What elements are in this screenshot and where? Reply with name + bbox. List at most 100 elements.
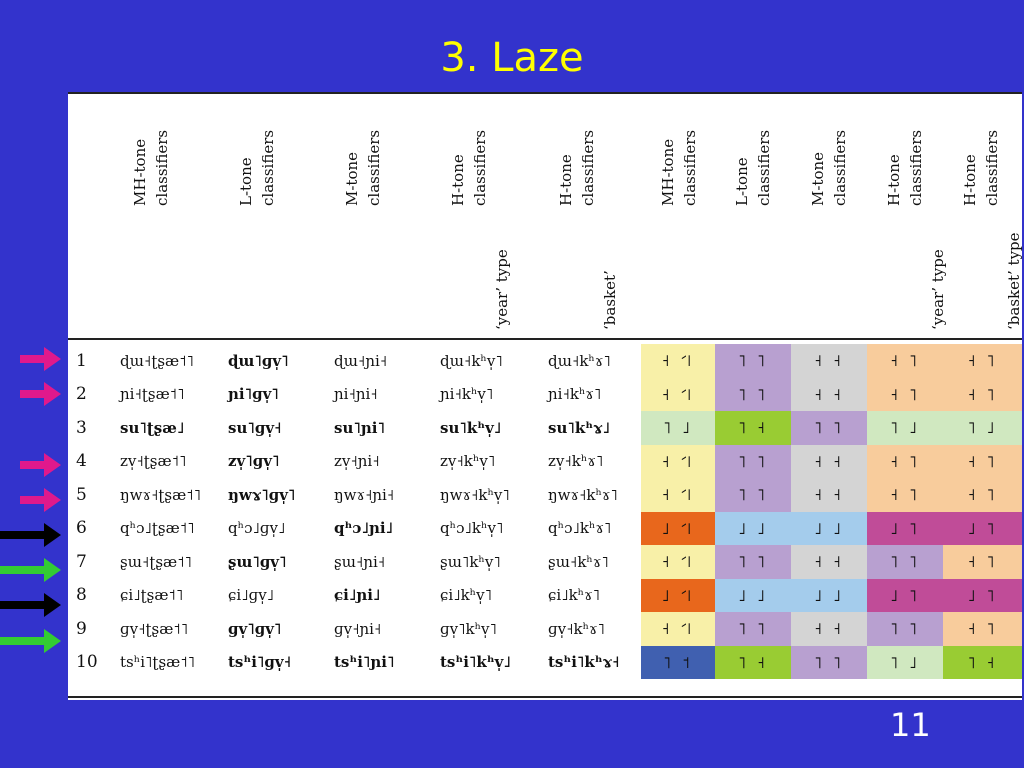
tone-pattern-cell: ˥ ˥ — [715, 545, 791, 579]
classifier-form: ɲi˧kʰɤ˥ — [548, 385, 602, 404]
tone-pattern-cell: ˧ ˧ — [791, 377, 867, 411]
row-arrow-icon — [0, 628, 61, 653]
tone-pattern-cell: ˧ ˥ — [943, 545, 1022, 579]
column-header-text: classifiers — [907, 129, 925, 206]
classifier-form: su˥kʰɤ˩ — [548, 418, 610, 437]
tone-pattern-cell: ˧ ˦˥ — [641, 377, 715, 411]
classifier-form: ʂɯ˥kʰv̩˥ — [440, 552, 501, 571]
classifier-form: ɖɯ˧ʈʂæ˦˥ — [120, 351, 194, 370]
bottom-rule — [68, 696, 1022, 698]
classifier-form: ɡv̩˧ʈʂæ˦˥ — [120, 619, 189, 638]
table-row: 5 ŋwɤ˧ʈʂæ˦˥ ŋwɤ˥ɡv̩˥ ŋwɤ˧ɲi˧ ŋwɤ˧kʰv̩˥ ŋwɤ˧kʰ… — [68, 478, 1022, 512]
row-number: 9 — [76, 618, 87, 639]
column-header-text: ‘year’ type — [929, 249, 947, 330]
tone-pattern-cell: ˧ ˥ — [867, 344, 943, 378]
column-header-text: classifiers — [579, 129, 597, 206]
row-number: 8 — [76, 585, 87, 606]
classifier-form: ŋwɤ˧kʰɤ˥ — [548, 485, 618, 504]
row-number: 3 — [76, 417, 87, 438]
tone-pattern-cell: ˧ ˧ — [791, 478, 867, 512]
classifier-form: ʂɯ˥ɡv̩˥ — [228, 552, 287, 571]
tone-pattern-cell: ˥ ˥ — [867, 545, 943, 579]
row-number: 7 — [76, 551, 87, 572]
tone-pattern-cell: ˥ ˩ — [943, 411, 1022, 445]
tone-pattern-cell: ˧ ˧ — [791, 344, 867, 378]
classifier-form: ʂɯ˧ɲi˧ — [334, 552, 386, 571]
row-arrow-icon — [20, 452, 61, 477]
column-header-8: M-tone classifiers — [808, 94, 878, 332]
tone-pattern-cell: ˧ ˥ — [943, 377, 1022, 411]
table-row: 7 ʂɯ˧ʈʂæ˦˥ ʂɯ˥ɡv̩˥ ʂɯ˧ɲi˧ ʂɯ˥kʰv̩˥ ʂɯ˧kʰɤ˥ ˧ ˦… — [68, 545, 1022, 579]
tone-pattern-cell: ˧ ˧ — [791, 612, 867, 646]
classifier-form: ɲi˧kʰv̩˥ — [440, 385, 494, 404]
table-row: 10 tsʰi˥ʈʂæ˦˥ tsʰi˥ɡv̩˧ tsʰi˥ɲi˥ tsʰi˥kʰv̩˩ t… — [68, 645, 1022, 679]
tone-pattern-cell: ˧ ˦˥ — [641, 444, 715, 478]
classifier-form: su˥ɲi˥ — [334, 418, 385, 437]
classifier-form: qʰɔ˩ɡv̩˩ — [228, 519, 286, 538]
column-header-text: H-tone — [449, 154, 467, 206]
column-header-1: MH-tone classifiers — [130, 94, 200, 332]
row-arrow-icon — [0, 593, 61, 618]
row-number: 6 — [76, 518, 87, 539]
column-header-text: MH-tone — [659, 138, 677, 206]
tone-pattern-cell: ˧ ˥ — [943, 478, 1022, 512]
classifier-form: ɡv̩˧ɲi˧ — [334, 619, 382, 638]
row-arrow-icon — [0, 558, 61, 583]
tone-pattern-cell: ˧ ˦˥ — [641, 612, 715, 646]
classifier-form: qʰɔ˩ɲi˩ — [334, 519, 394, 538]
tone-pattern-cell: ˧ ˦˥ — [641, 545, 715, 579]
page-number: 11 — [890, 706, 931, 744]
classifier-form: ɡv̩˥kʰv̩˥ — [440, 619, 497, 638]
table-row: 8 ɕi˩ʈʂæ˦˥ ɕi˩ɡv̩˩ ɕi˩ɲi˩ ɕi˩kʰv̩˥ ɕi˩kʰɤ˥ ˩ ˦… — [68, 578, 1022, 612]
classifier-form: ɖɯ˧kʰv̩˥ — [440, 351, 503, 370]
column-header-10: H-tone classifiers ‘basket’ type — [960, 94, 1024, 332]
classifier-form: ɕi˩ɲi˩ — [334, 586, 381, 605]
tone-pattern-cell: ˩ ˦˥ — [641, 511, 715, 545]
column-header-text: M-tone — [343, 151, 361, 206]
header-rule — [68, 338, 1022, 340]
classifier-form: ʂɯ˧kʰɤ˥ — [548, 552, 609, 571]
tone-pattern-cell: ˥ ˧ — [715, 645, 791, 679]
column-header-3: M-tone classifiers — [342, 94, 412, 332]
classifier-form: zv̩˧ʈʂæ˦˥ — [120, 452, 187, 471]
tone-table-panel: MH-tone classifiers L-tone classifiers M-ton… — [68, 92, 1024, 700]
table-row: 3 su˥ʈʂæ˩ su˥ɡv̩˧ su˥ɲi˥ su˥kʰv̩˩ su˥kʰɤ˩ ˥ ˩ ˥… — [68, 411, 1022, 445]
tone-pattern-cell: ˥ ˥ — [715, 344, 791, 378]
tone-pattern-cell: ˩ ˩ — [715, 511, 791, 545]
tone-pattern-cell: ˧ ˥ — [943, 612, 1022, 646]
tone-pattern-cell: ˥ ˩ — [867, 645, 943, 679]
tone-pattern-cell: ˥ ˥ — [791, 645, 867, 679]
tone-pattern-cell: ˧ ˧ — [791, 545, 867, 579]
classifier-form: ɕi˩kʰv̩˥ — [440, 586, 493, 605]
classifier-form: tsʰi˥ɲi˥ — [334, 653, 395, 672]
row-arrow-icon — [20, 487, 61, 512]
classifier-table: 1 ɖɯ˧ʈʂæ˦˥ ɖɯ˥ɡv̩˥ ɖɯ˧ɲi˧ ɖɯ˧kʰv̩˥ ɖɯ˧kʰɤ˥ ˧ ˦… — [68, 344, 1022, 679]
classifier-form: ŋwɤ˧ʈʂæ˦˥ — [120, 485, 201, 504]
tone-pattern-cell: ˥ ˩ — [641, 411, 715, 445]
classifier-form: ɲi˧ɲi˧ — [334, 385, 378, 404]
column-header-text: L-tone — [733, 157, 751, 206]
classifier-form: ɖɯ˧kʰɤ˥ — [548, 351, 611, 370]
slide-title: 3. Laze — [440, 35, 584, 81]
classifier-form: tsʰi˥kʰv̩˩ — [440, 653, 511, 672]
table-row: 4 zv̩˧ʈʂæ˦˥ zv̩˥ɡv̩˥ zv̩˧ɲi˧ zv̩˧kʰv̩˥ zv̩˧kʰ… — [68, 444, 1022, 478]
tone-pattern-cell: ˩ ˥ — [943, 578, 1022, 612]
tone-pattern-cell: ˩ ˦˥ — [641, 578, 715, 612]
row-number: 4 — [76, 451, 87, 472]
tone-pattern-cell: ˩ ˥ — [943, 511, 1022, 545]
classifier-form: tsʰi˥ɡv̩˧ — [228, 653, 292, 672]
classifier-form: qʰɔ˩kʰv̩˥ — [440, 519, 504, 538]
classifier-form: zv̩˥ɡv̩˥ — [228, 452, 280, 471]
tone-pattern-cell: ˩ ˥ — [867, 578, 943, 612]
classifier-form: su˥ɡv̩˧ — [228, 418, 282, 437]
row-arrow-icon — [20, 347, 61, 371]
row-number: 5 — [76, 484, 87, 505]
classifier-form: ɕi˩ɡv̩˩ — [228, 586, 275, 605]
column-header-text: type — [623, 297, 626, 330]
classifier-form: tsʰi˥ʈʂæ˦˥ — [120, 653, 196, 672]
tone-pattern-cell: ˧ ˥ — [867, 444, 943, 478]
column-header-text: ‘basket’ — [601, 270, 619, 330]
classifier-form: su˥ʈʂæ˩ — [120, 418, 185, 437]
classifier-form: tsʰi˥kʰɤ˧ — [548, 653, 620, 672]
tone-pattern-cell: ˩ ˩ — [791, 578, 867, 612]
